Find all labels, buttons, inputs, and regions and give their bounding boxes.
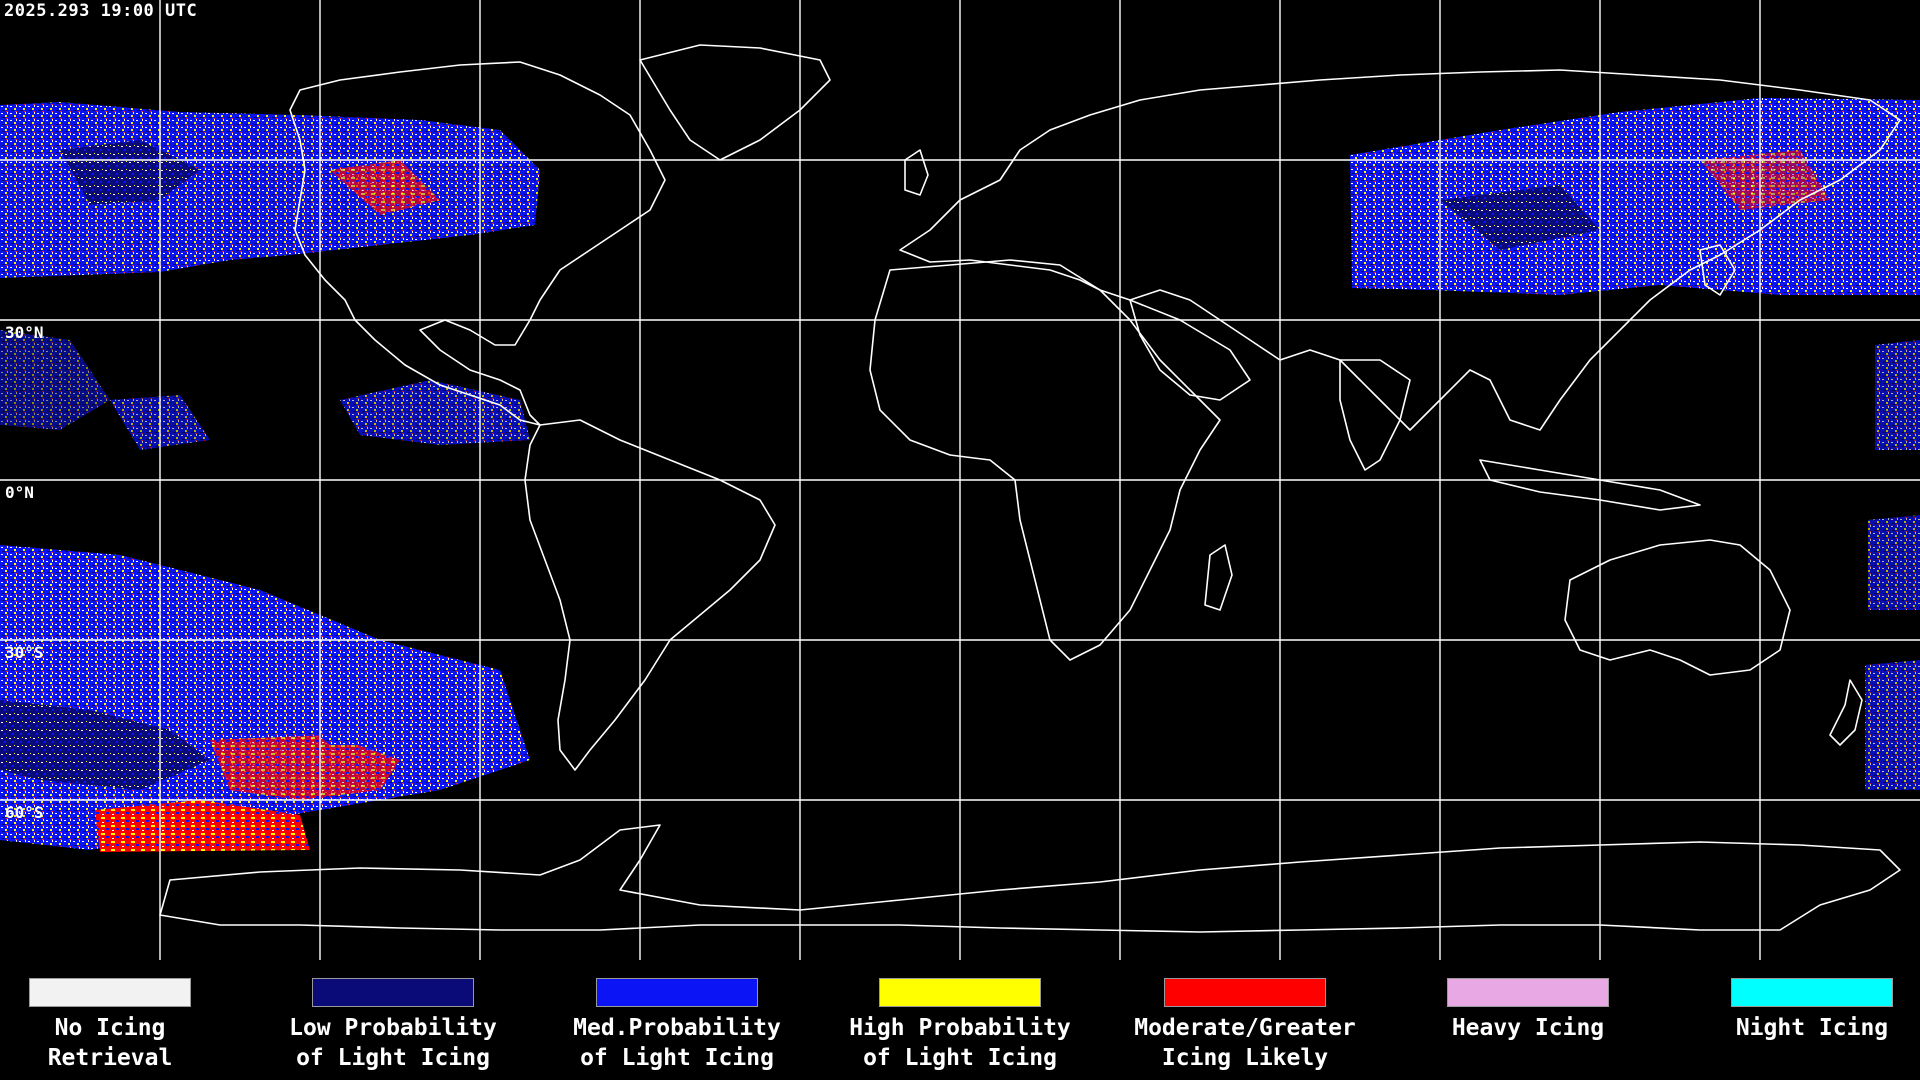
legend-swatch xyxy=(596,978,758,1007)
legend-item-moderate-greater: Moderate/Greater Icing Likely xyxy=(1125,978,1365,1073)
legend-swatch xyxy=(879,978,1041,1007)
legend-label: No Icing Retrieval xyxy=(47,1015,173,1071)
legend-item-med-probability: Med.Probability of Light Icing xyxy=(557,978,797,1073)
map-canvas xyxy=(0,0,1920,960)
legend-label: Heavy Icing xyxy=(1451,1015,1605,1041)
icing-region-north-pacific xyxy=(0,102,540,278)
legend-item-low-probability: Low Probability of Light Icing xyxy=(273,978,513,1073)
coastline-africa xyxy=(869,259,1221,661)
legend-swatch xyxy=(1447,978,1609,1007)
icing-region-west-pacific xyxy=(1865,340,1920,790)
coastline-new-zealand xyxy=(1829,679,1863,746)
latitude-label-0n: 0°N xyxy=(5,483,34,502)
legend-item-no-icing: No Icing Retrieval xyxy=(0,978,230,1073)
coastline-eurasia xyxy=(899,69,1901,431)
coastline-uk xyxy=(904,149,929,196)
legend-label: Moderate/Greater Icing Likely xyxy=(1134,1015,1356,1071)
legend-label: High Probability of Light Icing xyxy=(849,1015,1071,1071)
coastline-north-america xyxy=(289,61,666,426)
coastline-greenland xyxy=(639,44,831,161)
coastline-japan xyxy=(1699,244,1736,296)
legend-swatch xyxy=(312,978,474,1007)
coastline-india xyxy=(1339,359,1411,471)
latitude-label-30s: 30°S xyxy=(5,643,44,662)
coastline-australia xyxy=(1564,539,1791,676)
icing-region-east-asia xyxy=(1350,98,1920,295)
graticule xyxy=(0,0,1920,960)
legend-swatch xyxy=(1164,978,1326,1007)
legend-label: Low Probability of Light Icing xyxy=(289,1015,497,1071)
coastline-arabia xyxy=(1129,299,1251,401)
legend-swatch xyxy=(1731,978,1893,1007)
coastline-south-america xyxy=(524,419,776,771)
legend-label: Med.Probability of Light Icing xyxy=(573,1015,781,1071)
icing-region-tropical-pacific xyxy=(0,330,530,450)
icing-region-south-pacific xyxy=(0,545,530,852)
coastline-antarctica xyxy=(159,824,1901,933)
latitude-label-60s: 60°S xyxy=(5,803,44,822)
legend: No Icing Retrieval Low Probability of Li… xyxy=(0,960,1920,1080)
legend-item-night-icing: Night Icing xyxy=(1692,978,1920,1043)
icing-map xyxy=(0,0,1920,960)
legend-item-high-probability: High Probability of Light Icing xyxy=(840,978,1080,1073)
timestamp: 2025.293 19:00 UTC xyxy=(4,1,198,21)
legend-label: Night Icing xyxy=(1735,1015,1889,1041)
latitude-label-30n: 30°N xyxy=(5,323,44,342)
legend-item-heavy-icing: Heavy Icing xyxy=(1408,978,1648,1043)
coastline-madagascar xyxy=(1204,544,1233,611)
coastline-indonesia xyxy=(1479,459,1701,511)
legend-swatch xyxy=(29,978,191,1007)
